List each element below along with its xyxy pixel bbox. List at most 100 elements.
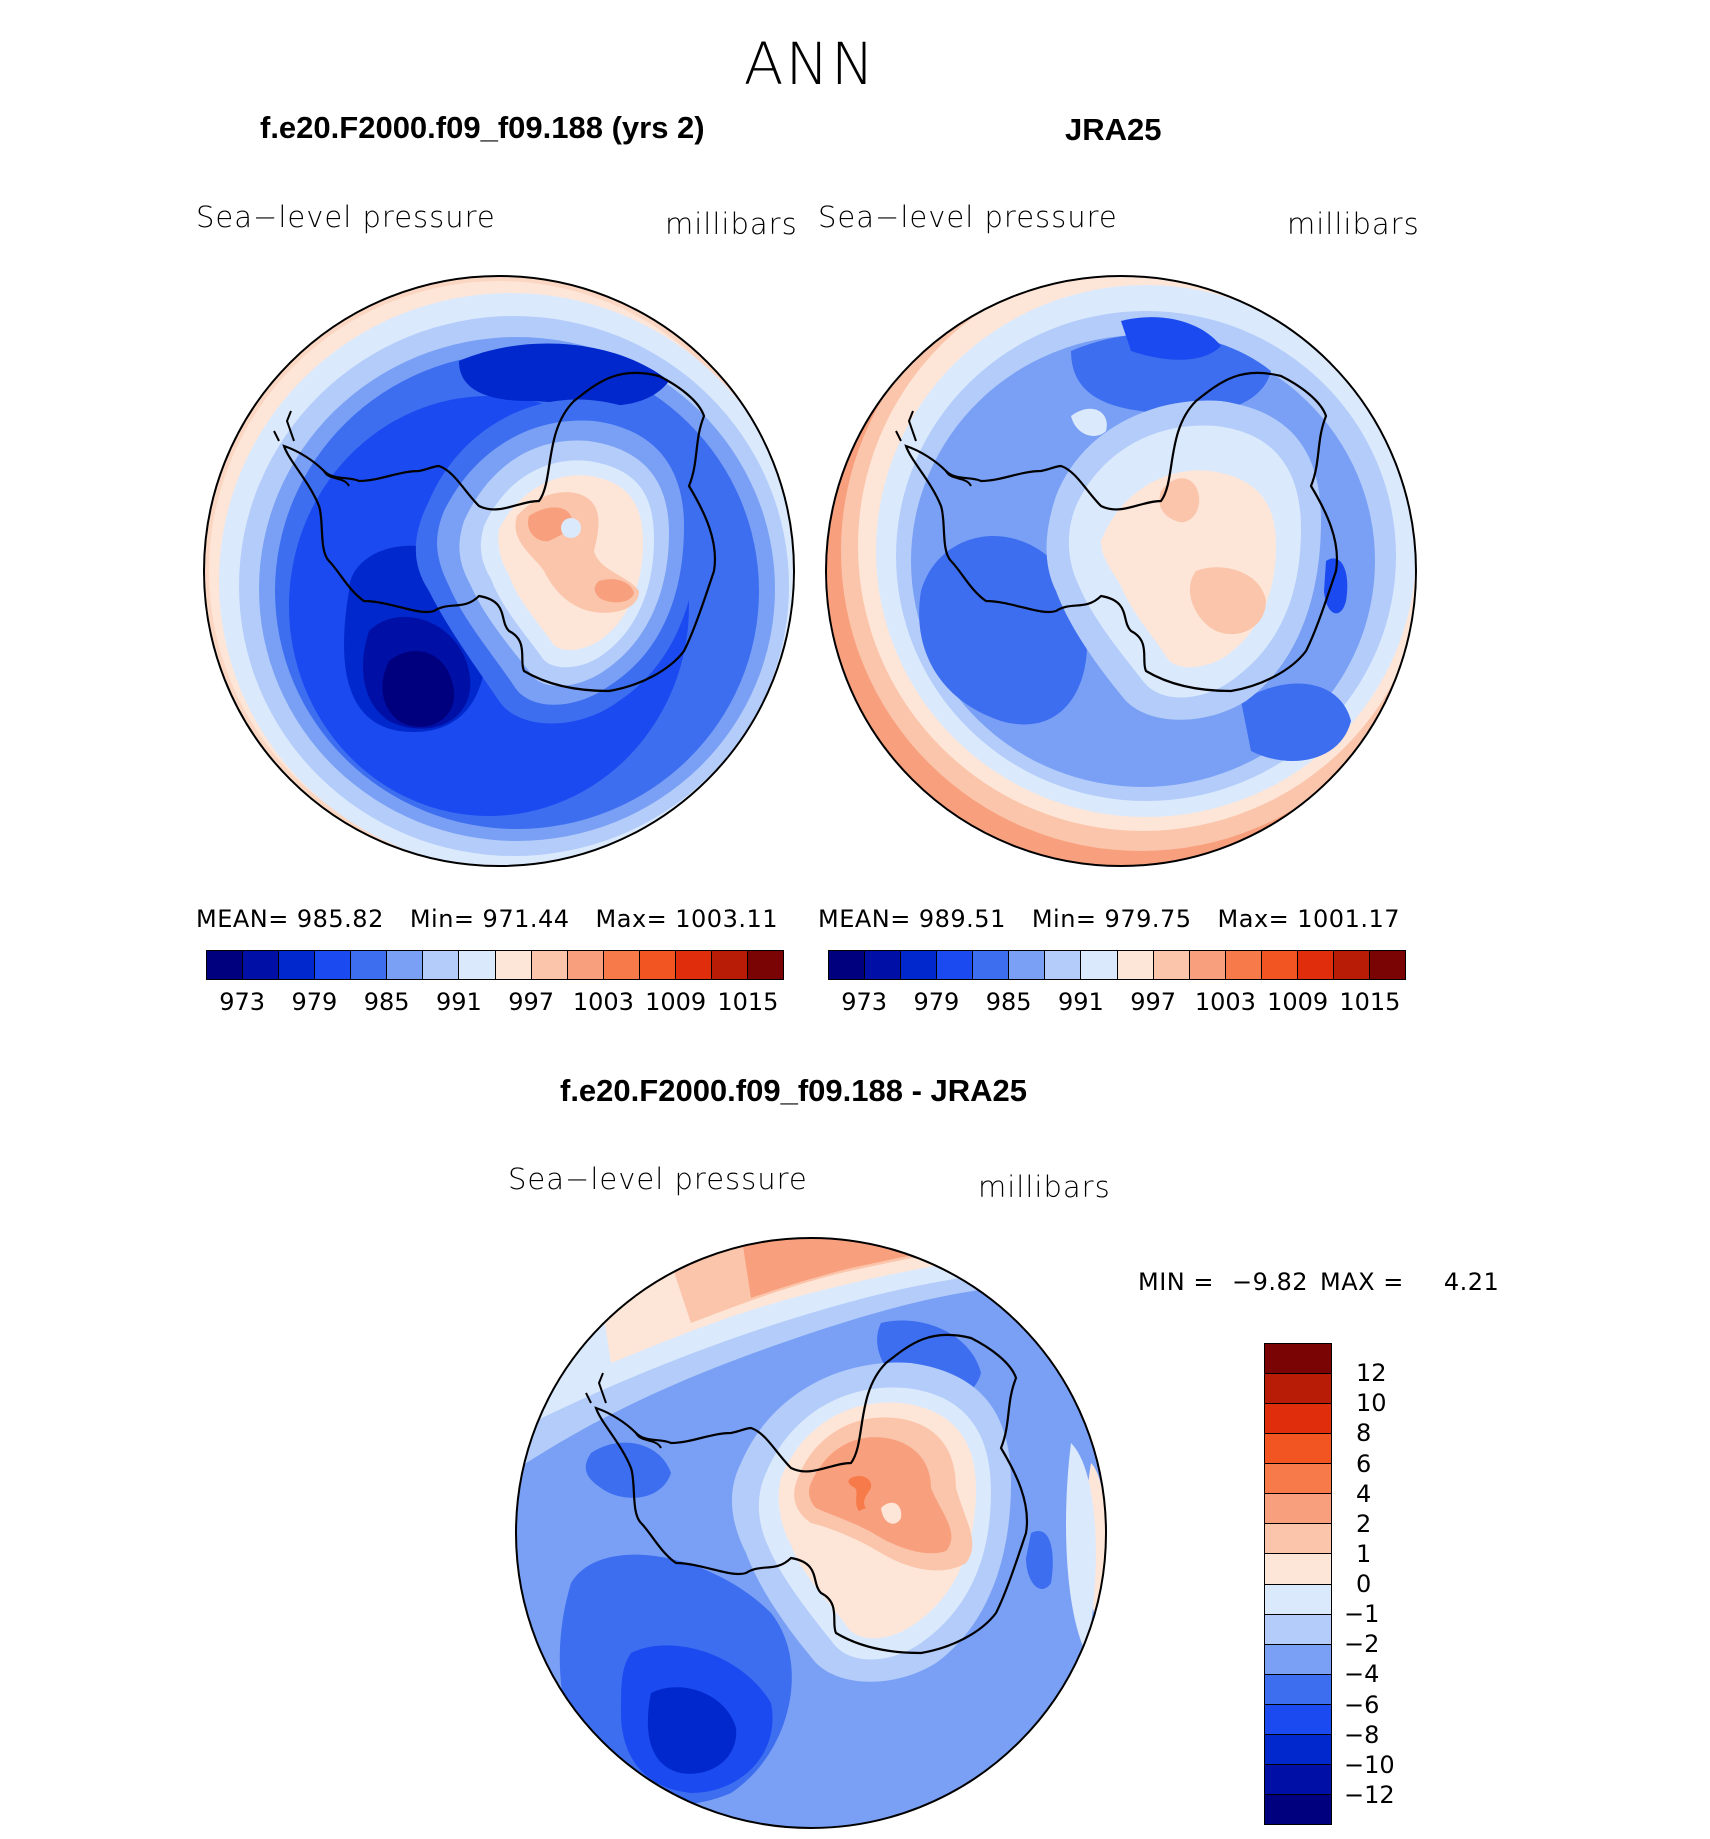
panel2-mean-value: 989.51: [918, 905, 1006, 933]
panel1-mean-label: MEAN=: [196, 905, 289, 933]
panel3-variable-label: Sea−level pressure: [508, 1162, 808, 1196]
panel2-max-label: Max=: [1217, 905, 1290, 933]
panel2-colorbar: [828, 950, 1406, 980]
panel2-colorbar-swatch: [973, 951, 1010, 979]
panel1-stats: MEAN= 985.82 Min= 971.44 Max= 1003.11: [196, 905, 778, 933]
panel1-colorbar-tick: 997: [508, 988, 555, 1016]
panel3-colorbar-swatch: [1265, 1374, 1331, 1405]
panel3-min-value: −9.82: [1231, 1268, 1309, 1296]
panel3-colorbar-swatch: [1265, 1434, 1331, 1465]
panel2-colorbar-swatch: [829, 951, 866, 979]
panel1-max-value: 1003.11: [675, 905, 779, 933]
panel1-map: [203, 275, 795, 867]
panel2-case-title: JRA25: [1065, 112, 1162, 147]
panel2-colorbar-swatch: [1369, 951, 1405, 979]
panel2-colorbar-swatch: [865, 951, 902, 979]
panel2-colorbar-swatch: [1009, 951, 1046, 979]
panel1-colorbar-swatch: [459, 951, 496, 979]
panel2-colorbar-ticks: 973 979 985 991 997 1003 1009 1015: [828, 988, 1404, 1018]
panel2-min-value: 979.75: [1104, 905, 1192, 933]
panel2-min-label: Min=: [1031, 905, 1097, 933]
panel1-colorbar-tick: 1009: [645, 988, 707, 1016]
panel2-colorbar-tick: 979: [913, 988, 960, 1016]
panel1-mean-value: 985.82: [296, 905, 384, 933]
panel1-colorbar-swatch: [387, 951, 424, 979]
panel1-colorbar-swatch: [711, 951, 748, 979]
panel3-colorbar-tick: −12: [1344, 1780, 1395, 1809]
panel3-colorbar: [1264, 1343, 1332, 1825]
panel1-units-label: millibars: [665, 207, 798, 241]
panel3-colorbar-tick: 12: [1356, 1359, 1387, 1388]
panel3-min-label: MIN =: [1138, 1268, 1214, 1296]
panel2-colorbar-swatch: [1225, 951, 1262, 979]
panel3-colorbar-tick: −8: [1344, 1720, 1380, 1749]
panel1-colorbar-swatch: [315, 951, 352, 979]
panel3-stats: MIN = −9.82 MAX = 4.21: [1138, 1268, 1499, 1296]
panel3-colorbar-swatch: [1265, 1464, 1331, 1495]
panel1-colorbar-swatch: [567, 951, 604, 979]
panel1-colorbar-tick: 973: [219, 988, 266, 1016]
panel3-colorbar-tick: −1: [1344, 1600, 1380, 1629]
panel2-colorbar-tick: 991: [1057, 988, 1104, 1016]
panel1-colorbar-tick: 985: [363, 988, 410, 1016]
panel2-units-label: millibars: [1287, 207, 1420, 241]
panel3-colorbar-swatch: [1265, 1764, 1331, 1795]
panel3-colorbar-swatch: [1265, 1794, 1331, 1824]
panel2-mean-label: MEAN=: [818, 905, 911, 933]
panel2-colorbar-tick: 1009: [1267, 988, 1329, 1016]
panel3-max-label: MAX =: [1320, 1268, 1404, 1296]
panel3-map: [515, 1237, 1107, 1829]
panel1-colorbar-tick: 991: [435, 988, 482, 1016]
panel3-colorbar-ticks: 12 10 8 6 4 2 1 0 −1 −2 −4 −6 −8 −10 −12: [1344, 1343, 1426, 1823]
panel1-colorbar-swatch: [531, 951, 568, 979]
panel1-colorbar-swatch: [603, 951, 640, 979]
panel2-colorbar-swatch: [901, 951, 938, 979]
panel3-colorbar-tick: 8: [1356, 1419, 1372, 1448]
panel1-min-label: Min=: [409, 905, 475, 933]
panel3-colorbar-tick: −10: [1344, 1750, 1395, 1779]
panel1-colorbar-swatch: [207, 951, 244, 979]
panel3-colorbar-swatch: [1265, 1584, 1331, 1615]
panel3-colorbar-swatch: [1265, 1524, 1331, 1555]
panel2-colorbar-tick: 973: [841, 988, 888, 1016]
panel3-colorbar-swatch: [1265, 1614, 1331, 1645]
panel3-colorbar-swatch: [1265, 1344, 1331, 1375]
panel3-colorbar-tick: 6: [1356, 1449, 1372, 1478]
panel2-colorbar-swatch: [1153, 951, 1190, 979]
panel3-colorbar-tick: 0: [1356, 1570, 1372, 1598]
panel1-colorbar-swatch: [495, 951, 532, 979]
panel2-colorbar-swatch: [1117, 951, 1154, 979]
panel2-colorbar-swatch: [1045, 951, 1082, 979]
panel2-map: [825, 275, 1417, 867]
panel1-min-value: 971.44: [482, 905, 570, 933]
panel2-colorbar-swatch: [1081, 951, 1118, 979]
panel2-max-value: 1001.17: [1297, 905, 1401, 933]
panel2-colorbar-swatch: [1333, 951, 1370, 979]
panel3-colorbar-tick: 4: [1356, 1479, 1372, 1508]
panel1-colorbar-swatch: [351, 951, 388, 979]
panel1-max-label: Max=: [595, 905, 668, 933]
panel3-max-value: 4.21: [1443, 1268, 1500, 1296]
panel3-colorbar-tick: −4: [1344, 1660, 1380, 1689]
panel2-colorbar-swatch: [937, 951, 974, 979]
panel3-colorbar-swatch: [1265, 1404, 1331, 1435]
panel3-colorbar-swatch: [1265, 1554, 1331, 1585]
panel3-colorbar-tick: 10: [1356, 1389, 1387, 1418]
panel1-colorbar-ticks: 973 979 985 991 997 1003 1009 1015: [206, 988, 782, 1018]
panel1-colorbar-swatch: [639, 951, 676, 979]
panel2-colorbar-swatch: [1189, 951, 1226, 979]
panel3-colorbar-tick: 2: [1356, 1509, 1372, 1538]
panel2-colorbar-swatch: [1261, 951, 1298, 979]
panel2-stats: MEAN= 989.51 Min= 979.75 Max= 1001.17: [818, 905, 1400, 933]
panel3-case-title: f.e20.F2000.f09_f09.188 - JRA25: [560, 1073, 1028, 1108]
figure-title: ANN: [743, 30, 877, 98]
panel3-colorbar-tick: −6: [1344, 1690, 1380, 1719]
panel2-colorbar-tick: 985: [985, 988, 1032, 1016]
panel1-colorbar-swatch: [423, 951, 460, 979]
panel1-colorbar-swatch: [747, 951, 783, 979]
panel3-colorbar-tick: −2: [1344, 1630, 1380, 1659]
panel3-colorbar-swatch: [1265, 1704, 1331, 1735]
panel1-case-title: f.e20.F2000.f09_f09.188 (yrs 2): [260, 110, 705, 145]
panel3-colorbar-swatch: [1265, 1494, 1331, 1525]
panel3-colorbar-swatch: [1265, 1734, 1331, 1765]
